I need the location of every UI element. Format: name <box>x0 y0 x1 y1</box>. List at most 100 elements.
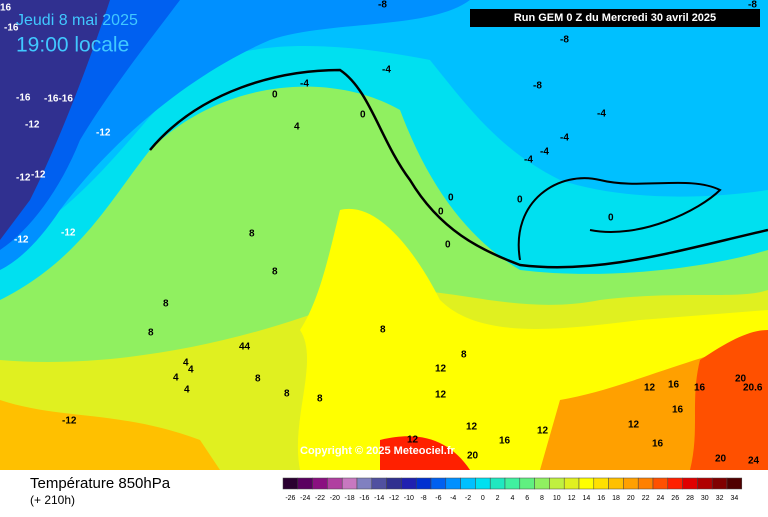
scale-cell <box>282 477 299 490</box>
scale-cell <box>297 477 313 490</box>
contour-label: 4 <box>183 358 189 369</box>
contour-label: 0 <box>448 193 454 204</box>
contour-label: -8 <box>560 35 569 46</box>
contour-label: -16 <box>16 93 31 104</box>
contour-label: -4 <box>524 155 533 166</box>
contour-label: -4 <box>540 147 549 158</box>
time: 19:00 locale <box>16 34 129 57</box>
legend-subtitle: (+ 210h) <box>30 493 75 507</box>
scale-label: -2 <box>465 495 471 502</box>
run-box <box>470 9 760 27</box>
contour-label: -8 <box>748 0 757 11</box>
contour-label: 8 <box>249 229 255 240</box>
scale-cell <box>623 477 639 490</box>
date: Jeudi 8 mai 2025 <box>16 12 138 29</box>
scale-label: -22 <box>315 495 325 502</box>
scale-cell <box>637 477 654 490</box>
contour-label: 8 <box>284 389 290 400</box>
contour-label: 12 <box>466 422 478 433</box>
contour-label: 16 <box>668 380 680 391</box>
scale-cell <box>341 477 358 490</box>
contour-label: 4 <box>294 122 300 133</box>
contour-label: 8 <box>461 350 467 361</box>
contour-label: 0 <box>272 90 278 101</box>
contour-label: 16 <box>672 405 684 416</box>
scale-label: -16 <box>359 495 369 502</box>
copyright: Copyright © 2025 Meteociel.fr <box>300 445 456 457</box>
scale-label: 4 <box>510 495 514 502</box>
legend-title: Température 850hPa <box>30 475 171 492</box>
scale-label: 14 <box>583 495 591 502</box>
scale-label: -24 <box>300 495 310 502</box>
scale-cell <box>312 477 328 490</box>
contour-label: 0 <box>608 213 614 224</box>
contour-label: 12 <box>644 383 656 394</box>
contour-label: -12 <box>96 128 111 139</box>
contour-label: 0 <box>360 110 366 121</box>
contour-label: -4 <box>560 133 569 144</box>
contour-label: 12 <box>435 390 447 401</box>
map-fields <box>0 0 768 470</box>
scale-cell <box>445 477 461 490</box>
scale-label: -20 <box>330 495 340 502</box>
scale-label: 34 <box>731 495 739 502</box>
scale-cell <box>549 477 565 490</box>
scale-label: 30 <box>701 495 709 502</box>
scale-cell <box>489 477 506 490</box>
contour-label: 16 <box>694 383 706 394</box>
contour-label: -12 <box>31 170 46 181</box>
contour-label: 16 <box>0 3 12 14</box>
scale-label: 32 <box>716 495 724 502</box>
scale-label: -6 <box>435 495 441 502</box>
run-info: Run GEM 0 Z du Mercredi 30 avril 2025 <box>514 12 716 24</box>
scale-label: 0 <box>481 495 485 502</box>
scale-cell <box>475 477 491 490</box>
contour-label: 12 <box>628 420 640 431</box>
contour-label: 20 <box>467 451 479 462</box>
scale-cell <box>608 477 624 490</box>
scale-cell <box>371 477 387 490</box>
scale-cell <box>726 477 743 490</box>
scale-label: 16 <box>597 495 605 502</box>
contour-label: 20 <box>715 454 727 465</box>
scale-cell <box>697 477 713 490</box>
contour-label: -12 <box>25 120 40 131</box>
scale-label: 24 <box>657 495 665 502</box>
contour-label: 8 <box>148 328 154 339</box>
contour-label: 0 <box>438 207 444 218</box>
scale-label: -8 <box>420 495 426 502</box>
scale-cell <box>534 477 550 490</box>
scale-cell <box>563 477 580 490</box>
contour-label: -12 <box>62 416 77 427</box>
contour-label: 8 <box>163 299 169 310</box>
scale-cell <box>593 477 609 490</box>
color-scale: -26 -24 -22 -20 -18 -16 -14 -12 -10 -8 -6 -4 -2 0 2 4 6 8… <box>282 477 743 502</box>
contour-label: 12 <box>537 426 549 437</box>
scale-label: 2 <box>496 495 500 502</box>
contour-label: -16-16 <box>44 94 73 105</box>
scale-cell <box>519 477 535 490</box>
scale-cell <box>652 477 669 490</box>
scale-label: -10 <box>404 495 414 502</box>
contour-label: 4 <box>184 385 190 396</box>
scale-cell <box>415 477 432 490</box>
contour-label: 20.6 <box>743 383 763 394</box>
contour-label: 24 <box>748 456 760 467</box>
scale-label: 26 <box>671 495 679 502</box>
contour-label: 8 <box>317 394 323 405</box>
scale-label: 22 <box>642 495 650 502</box>
contour-label: 0 <box>517 195 523 206</box>
contour-label: 4 <box>173 373 179 384</box>
contour-label: 20 <box>735 374 747 385</box>
scale-label: -4 <box>450 495 456 502</box>
scale-cell <box>327 477 343 490</box>
contour-label: 4 <box>188 365 194 376</box>
contour-labels: 16-16-8-8-8-8-4-4-16 -16-16-12-12-12 -12-1… <box>0 0 763 467</box>
scale-label: -14 <box>374 495 384 502</box>
scale-label: 28 <box>686 495 694 502</box>
scale-cell <box>578 477 595 490</box>
scale-cell <box>386 477 402 490</box>
contour-label: 0 <box>445 240 451 251</box>
contour-label: -12 <box>16 173 31 184</box>
